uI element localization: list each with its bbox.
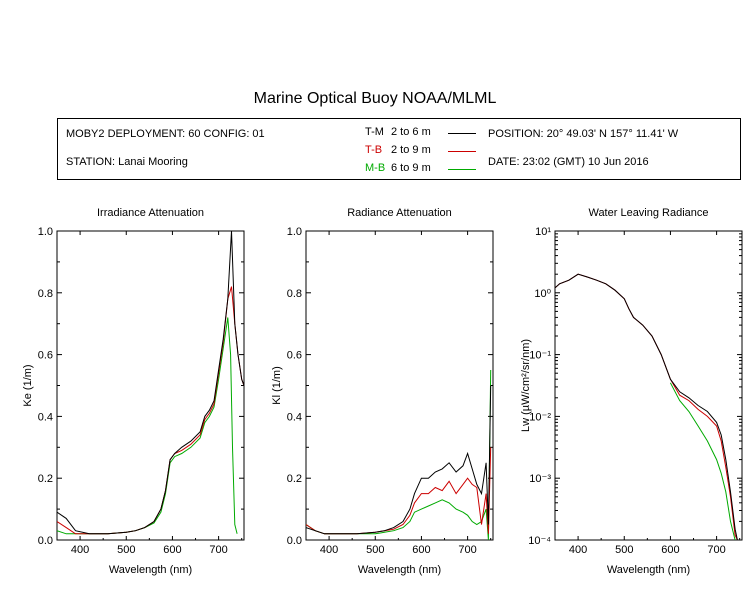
y-tick-label: 10⁻¹ xyxy=(529,350,551,362)
deployment-text: MOBY2 DEPLOYMENT: 60 CONFIG: 01 xyxy=(66,128,265,140)
chart-title: Water Leaving Radiance xyxy=(588,207,708,219)
series-line-t-m xyxy=(306,385,492,535)
y-tick-label: 1.0 xyxy=(287,226,302,238)
y-tick-label: 0.8 xyxy=(287,288,302,300)
x-tick-label: 500 xyxy=(366,544,384,556)
y-tick-label: 0.2 xyxy=(287,473,302,485)
info-box: MOBY2 DEPLOYMENT: 60 CONFIG: 01 STATION:… xyxy=(57,118,741,180)
x-tick-label: 700 xyxy=(458,544,476,556)
x-axis-label: Wavelength (nm) xyxy=(109,564,192,576)
date-text: DATE: 23:02 (GMT) 10 Jun 2016 xyxy=(488,156,649,168)
x-tick-label: 400 xyxy=(71,544,89,556)
legend-code-t-b: T-B xyxy=(365,144,383,156)
plot-frame xyxy=(554,230,743,541)
y-axis-label: Kl (1/m) xyxy=(271,366,283,405)
legend-code-m-b: M-B xyxy=(365,162,386,174)
series-line-t-b xyxy=(57,286,244,535)
legend-range-t-m: 2 to 6 m xyxy=(391,126,431,138)
x-axis-label: Wavelength (nm) xyxy=(607,564,690,576)
x-tick-label: 700 xyxy=(209,544,227,556)
y-tick-label: 1.0 xyxy=(38,226,53,238)
x-tick-label: 700 xyxy=(707,544,725,556)
y-tick-label: 0.6 xyxy=(287,350,302,362)
y-tick-label: 0.2 xyxy=(38,473,53,485)
y-tick-label: 0.8 xyxy=(38,288,53,300)
legend-line-m-b xyxy=(448,169,476,170)
x-tick-label: 500 xyxy=(117,544,135,556)
x-tick-label: 400 xyxy=(569,544,587,556)
x-tick-label: 600 xyxy=(412,544,430,556)
chart-title: Irradiance Attenuation xyxy=(97,207,204,219)
legend-line-t-b xyxy=(448,151,476,152)
series-line-t-b xyxy=(555,273,738,540)
legend-code-t-m: T-M xyxy=(365,126,384,138)
series-line-t-b xyxy=(306,447,492,535)
y-tick-label: 0.4 xyxy=(38,411,53,423)
x-tick-label: 500 xyxy=(615,544,633,556)
legend-line-t-m xyxy=(448,133,476,134)
y-tick-label: 10¹ xyxy=(535,226,551,238)
x-tick-label: 600 xyxy=(661,544,679,556)
y-tick-label: 10⁰ xyxy=(534,288,551,300)
figure-title: Marine Optical Buoy NOAA/MLML xyxy=(253,90,497,107)
plot-frame xyxy=(305,230,494,541)
series-line-t-m xyxy=(57,231,244,535)
y-axis-label: Lw (µW/cm²/sr/nm) xyxy=(520,339,532,432)
x-axis-label: Wavelength (nm) xyxy=(358,564,441,576)
series-line-t-m xyxy=(555,273,738,540)
y-tick-label: 0.0 xyxy=(38,535,53,547)
position-text: POSITION: 20° 49.03' N 157° 11.41' W xyxy=(488,128,679,140)
y-axis-label: Ke (1/m) xyxy=(22,364,34,406)
legend-range-m-b: 6 to 9 m xyxy=(391,162,431,174)
series-line-m-b xyxy=(306,369,492,540)
x-tick-label: 400 xyxy=(320,544,338,556)
y-tick-label: 0.0 xyxy=(287,535,302,547)
chart-title: Radiance Attenuation xyxy=(347,207,452,219)
y-tick-label: 0.4 xyxy=(287,411,302,423)
legend-range-t-b: 2 to 9 m xyxy=(391,144,431,156)
station-text: STATION: Lanai Mooring xyxy=(66,156,188,168)
y-tick-label: 0.6 xyxy=(38,350,53,362)
series-line-m-b xyxy=(669,382,736,540)
x-tick-label: 600 xyxy=(163,544,181,556)
series-line-m-b xyxy=(57,317,238,535)
y-tick-label: 10⁻⁴ xyxy=(528,535,551,547)
y-tick-label: 10⁻³ xyxy=(529,473,551,485)
y-tick-label: 10⁻² xyxy=(529,411,551,423)
